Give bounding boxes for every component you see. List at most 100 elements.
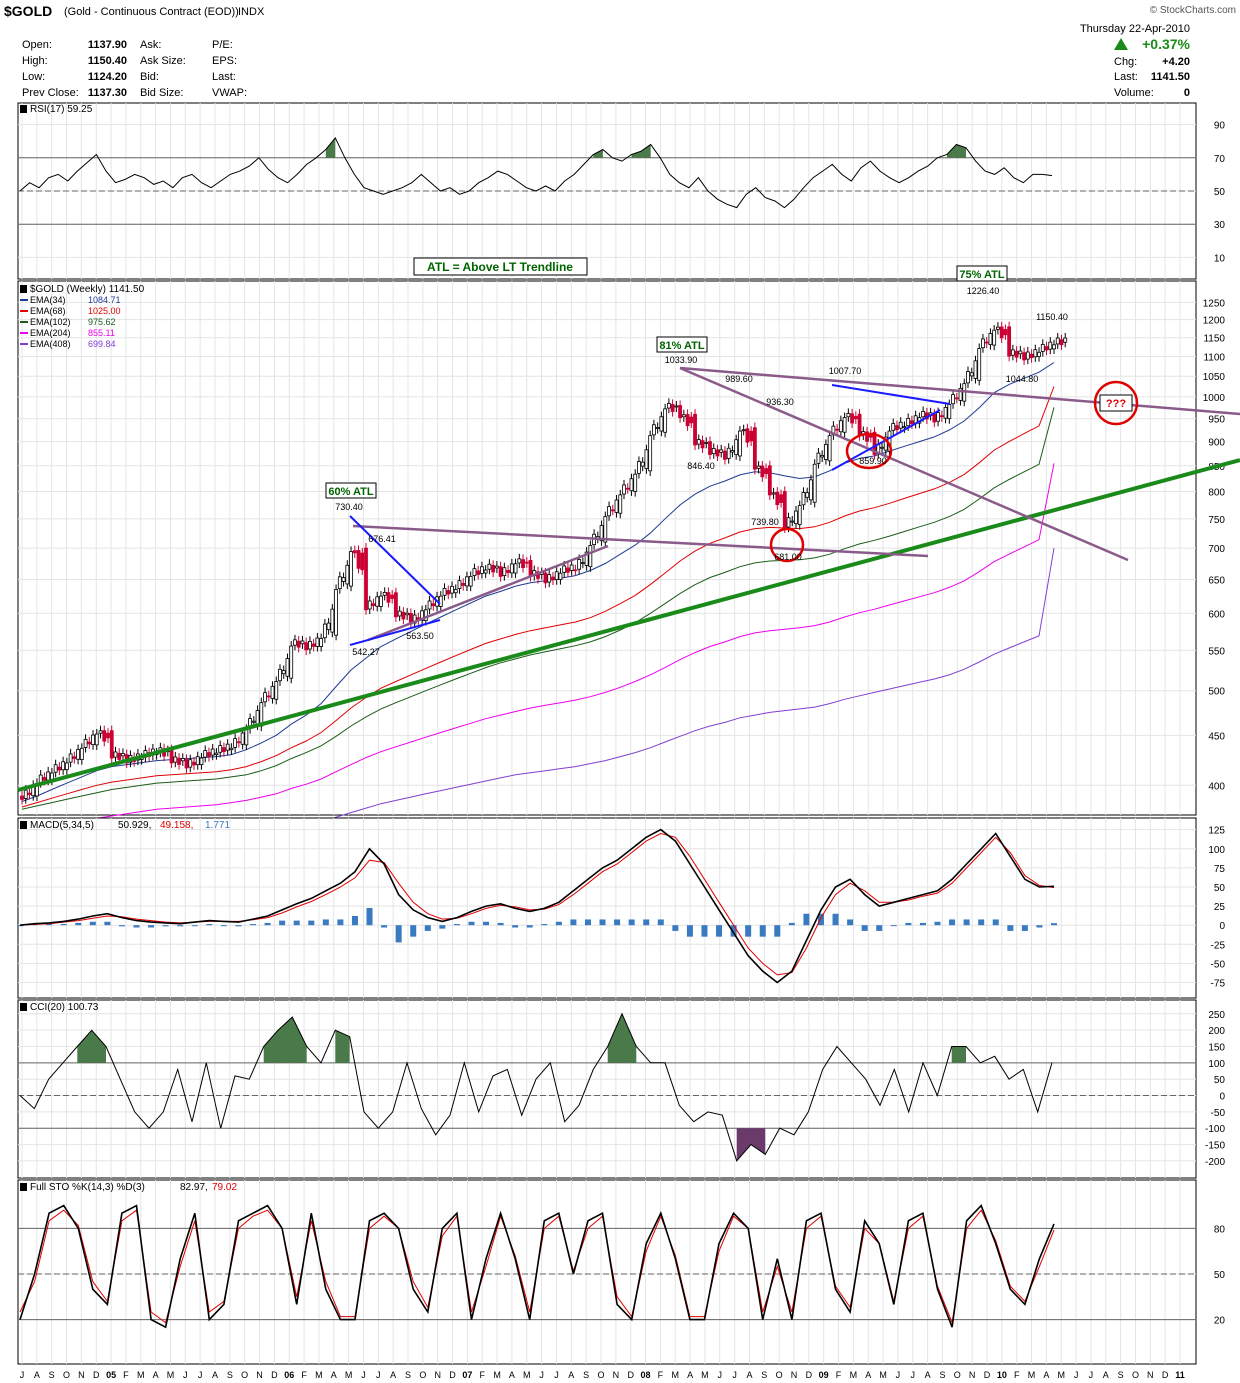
candle-down <box>1059 339 1064 346</box>
candle-down <box>551 576 555 581</box>
stochastic-title-swatch <box>20 1183 27 1191</box>
rsi-panel: 10 30 50 70 90 RSI(17) 59.25 <box>17 102 1226 280</box>
candle-up <box>786 517 791 528</box>
price-label-989: 989.60 <box>725 374 753 384</box>
candle-up <box>315 637 320 647</box>
macd-histogram-bar <box>701 925 708 937</box>
price-ytick-label: 1200 <box>1203 316 1226 327</box>
rsi-ytick-label: 10 <box>1214 253 1226 264</box>
price-ytick-label: 550 <box>1208 646 1225 657</box>
stochastic-d-value: 79.02 <box>212 1182 237 1193</box>
candle-down <box>266 695 271 698</box>
price-ytick-label: 650 <box>1208 575 1225 586</box>
candle-up <box>809 479 813 501</box>
candle-down <box>207 752 211 757</box>
candle-up <box>199 757 204 765</box>
macd-histogram-bar <box>191 925 198 927</box>
candle-up <box>64 762 69 771</box>
macd-histogram-bar <box>308 920 315 926</box>
candle-up <box>319 638 324 647</box>
candle-up <box>599 525 604 542</box>
symbol-title: $GOLD <box>4 3 52 19</box>
bottom-xtick-label: A <box>509 1370 515 1380</box>
candle-up <box>180 758 185 762</box>
candle-down <box>775 491 780 506</box>
candle-up <box>711 448 716 455</box>
bottom-xtick-label: O <box>241 1370 248 1380</box>
rsi-overbought-fill <box>631 144 651 158</box>
candle-up <box>771 492 776 495</box>
macd-histogram-bar <box>628 919 635 926</box>
candle-up <box>341 577 346 582</box>
macd-histogram-bar <box>541 924 548 926</box>
bottom-xtick-label: M <box>315 1370 323 1380</box>
bottom-xtick-label: F <box>658 1370 664 1380</box>
legend-value-ema204: 855.11 <box>88 328 115 338</box>
bottom-xtick-label: J <box>1074 1370 1079 1380</box>
candle-down <box>491 565 496 573</box>
candle-up <box>326 622 331 630</box>
candle-down <box>745 428 750 443</box>
candle-up <box>487 563 492 570</box>
candle-down <box>685 414 690 427</box>
bottom-xtick-label: O <box>776 1370 783 1380</box>
candle-up <box>46 771 51 781</box>
macd-histogram-bar <box>672 925 679 931</box>
candle-up <box>465 576 469 587</box>
macd-histogram-bar <box>468 921 475 926</box>
cci-frame <box>17 999 1197 1179</box>
candle-up <box>214 752 219 756</box>
macd-ytick-label: 125 <box>1208 826 1225 837</box>
bottom-xtick-label: F <box>123 1370 129 1380</box>
macd-histogram-bar <box>555 921 562 926</box>
bottom-xtick-label: 07 <box>462 1370 472 1380</box>
candle-down <box>932 413 937 423</box>
candle-down <box>498 566 503 577</box>
legend-label-ema102: EMA(102) <box>30 317 71 327</box>
bottom-xtick-label: M <box>879 1370 887 1380</box>
bottom-xtick-label: M <box>137 1370 145 1380</box>
price-ytick-label: 500 <box>1208 687 1225 698</box>
candle-down <box>506 569 510 573</box>
low-value: 1124.20 <box>88 71 127 83</box>
candle-up <box>607 506 611 517</box>
candle-down <box>939 415 944 418</box>
bottom-xtick-label: D <box>449 1370 456 1380</box>
candle-down <box>764 468 768 475</box>
macd-histogram-bar <box>657 919 664 926</box>
bottom-xtick-label: S <box>761 1370 767 1380</box>
candle-down <box>431 603 436 607</box>
candle-up <box>472 568 477 576</box>
stochastic-ytick-label: 80 <box>1214 1224 1226 1235</box>
candle-up <box>61 761 66 771</box>
rsi-overbought-fill <box>325 137 336 158</box>
candle-down <box>700 440 705 449</box>
candle-up <box>883 436 888 451</box>
candle-up <box>801 492 806 506</box>
candle-up <box>973 360 978 379</box>
candle-up <box>379 595 383 607</box>
macd-histogram-bar <box>293 920 300 926</box>
ema204-line <box>21 463 1055 831</box>
candle-up <box>1055 337 1060 345</box>
macd-histogram-bar <box>351 916 358 926</box>
legend-label-ema34: EMA(34) <box>30 295 66 305</box>
rsi-overbought-fill <box>593 149 603 158</box>
candle-up <box>644 449 649 470</box>
candle-up <box>898 421 903 429</box>
macd-histogram-bar <box>759 925 766 937</box>
candle-up <box>880 446 884 449</box>
candle-up <box>988 333 993 345</box>
price-label-730: 730.40 <box>335 502 363 512</box>
candle-up <box>554 571 559 581</box>
bottom-xtick-label: S <box>1118 1370 1124 1380</box>
candle-up <box>633 473 638 492</box>
candle-down <box>853 416 858 420</box>
macd-histogram-bar <box>424 925 431 931</box>
candle-up <box>322 623 327 639</box>
price-ytick-label: 1250 <box>1203 298 1226 309</box>
macd-ytick-label: -25 <box>1211 940 1226 951</box>
macd-histogram-bar <box>832 913 839 926</box>
candle-up <box>846 413 851 418</box>
candle-up <box>330 608 335 633</box>
